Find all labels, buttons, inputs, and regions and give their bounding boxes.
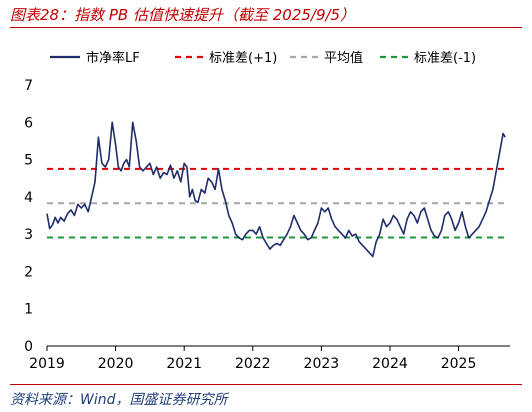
- y-tick-label: 4: [24, 190, 33, 206]
- x-tick-label: 2019: [29, 356, 65, 372]
- y-tick-label: 2: [24, 264, 33, 280]
- y-tick-label: 3: [24, 227, 33, 243]
- title-divider: [10, 27, 522, 28]
- legend: 市净率LF 标准差(+1) 平均值 标准差(-1): [50, 50, 476, 66]
- x-tick-label: 2023: [304, 356, 340, 372]
- y-tick-label: 0: [24, 339, 33, 355]
- x-tick-label: 2020: [98, 356, 134, 372]
- axes: 0 1 2 3 4 5 6 7 2019 2020 2021 2022 2023 2024 2025: [24, 78, 510, 372]
- legend-item-lower-label: 标准差(-1): [414, 51, 476, 66]
- x-tick-label: 2025: [441, 356, 477, 372]
- x-tick-label: 2024: [372, 356, 408, 372]
- plot-area: [46, 121, 506, 258]
- x-tick-label: 2021: [166, 356, 202, 372]
- series-line-pb: [46, 121, 506, 258]
- y-tick-label: 6: [24, 115, 33, 131]
- y-tick-label: 7: [24, 78, 33, 94]
- legend-item-mean-label: 平均值: [324, 50, 363, 66]
- chart-title: 图表28：指数 PB 估值快速提升（截至 2025/9/5）: [10, 6, 356, 24]
- x-tick-label: 2022: [235, 356, 271, 372]
- y-tick-label: 5: [24, 153, 33, 169]
- source-divider: [10, 384, 522, 385]
- legend-item-upper-label: 标准差(+1): [209, 51, 277, 66]
- y-tick-label: 1: [24, 302, 33, 318]
- source-note: 资料来源：Wind，国盛证券研究所: [10, 392, 228, 408]
- legend-item-pb-label: 市净率LF: [86, 50, 140, 66]
